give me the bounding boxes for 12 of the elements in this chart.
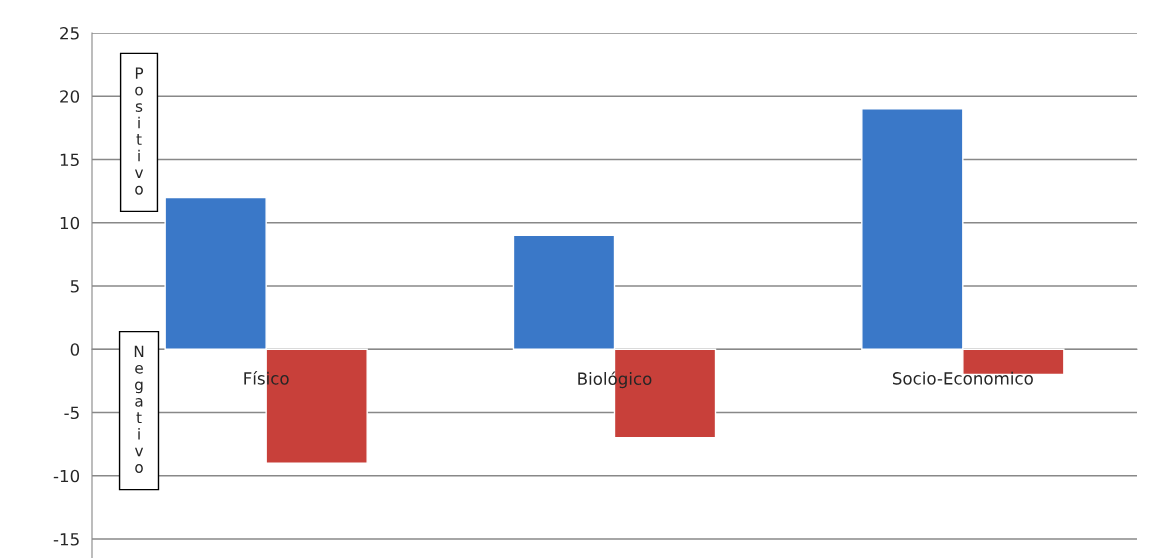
y-tick-label: 15 — [60, 153, 79, 167]
y-tick-label: 25 — [60, 26, 79, 40]
y-tick-label: -15 — [53, 533, 79, 546]
y-tick-label: 5 — [70, 280, 79, 293]
annotation: Negativo — [134, 345, 144, 473]
y-tick-label: 10 — [60, 216, 80, 230]
y-tick-label: -10 — [53, 469, 80, 483]
y-tick-label: -5 — [64, 406, 79, 420]
y-tick-label: 0 — [70, 343, 80, 356]
x-tick-label: Socio-Economico — [892, 371, 1033, 385]
annotation: Positivo — [134, 67, 144, 195]
y-tick-label: 20 — [60, 90, 80, 103]
